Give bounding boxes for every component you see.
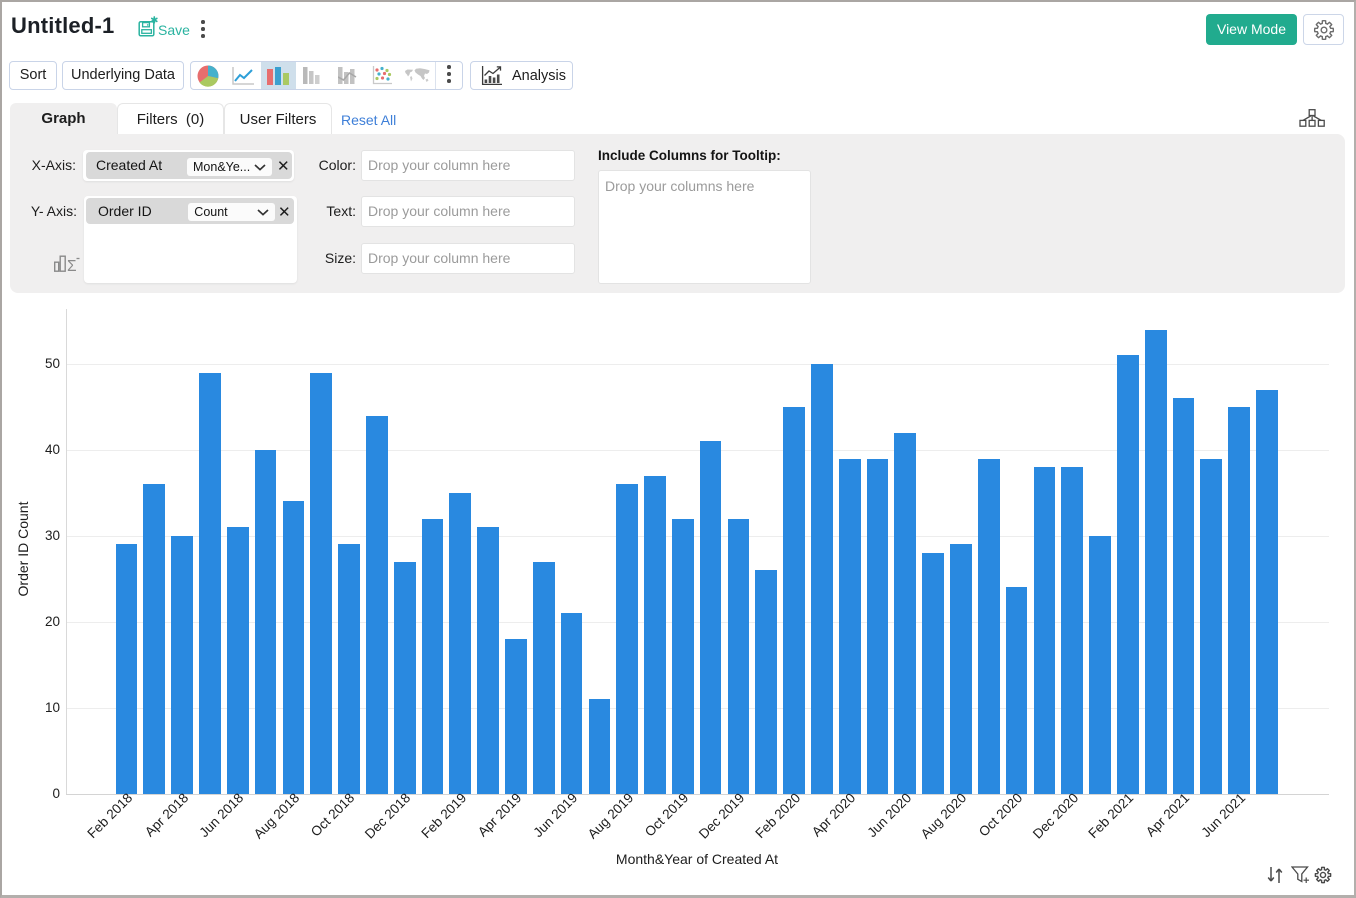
svg-text:Σ: Σ (67, 258, 77, 272)
